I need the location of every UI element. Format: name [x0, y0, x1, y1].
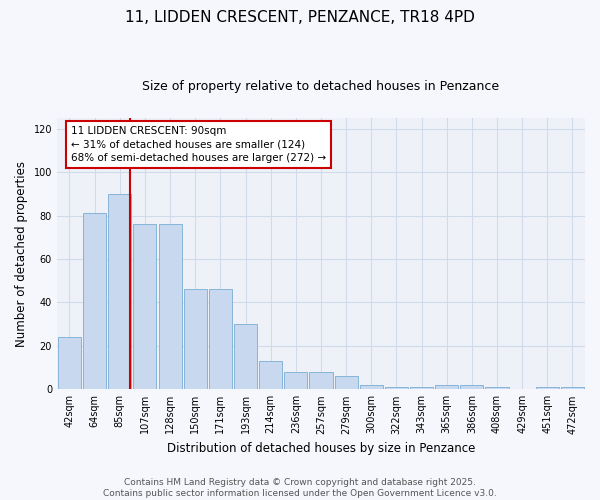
Bar: [536, 387, 559, 390]
Bar: [158, 224, 182, 390]
Bar: [284, 372, 307, 390]
Text: 11 LIDDEN CRESCENT: 90sqm
← 31% of detached houses are smaller (124)
68% of semi: 11 LIDDEN CRESCENT: 90sqm ← 31% of detac…: [71, 126, 326, 163]
X-axis label: Distribution of detached houses by size in Penzance: Distribution of detached houses by size …: [167, 442, 475, 455]
Bar: [359, 385, 383, 390]
Bar: [410, 387, 433, 390]
Bar: [561, 387, 584, 390]
Text: 11, LIDDEN CRESCENT, PENZANCE, TR18 4PD: 11, LIDDEN CRESCENT, PENZANCE, TR18 4PD: [125, 10, 475, 25]
Bar: [385, 387, 408, 390]
Bar: [335, 376, 358, 390]
Bar: [184, 290, 207, 390]
Bar: [259, 361, 282, 390]
Bar: [133, 224, 157, 390]
Bar: [435, 385, 458, 390]
Bar: [209, 290, 232, 390]
Bar: [108, 194, 131, 390]
Y-axis label: Number of detached properties: Number of detached properties: [15, 160, 28, 346]
Bar: [234, 324, 257, 390]
Bar: [310, 372, 332, 390]
Bar: [485, 387, 509, 390]
Bar: [83, 214, 106, 390]
Bar: [58, 337, 81, 390]
Text: Contains HM Land Registry data © Crown copyright and database right 2025.
Contai: Contains HM Land Registry data © Crown c…: [103, 478, 497, 498]
Title: Size of property relative to detached houses in Penzance: Size of property relative to detached ho…: [142, 80, 500, 93]
Bar: [460, 385, 484, 390]
